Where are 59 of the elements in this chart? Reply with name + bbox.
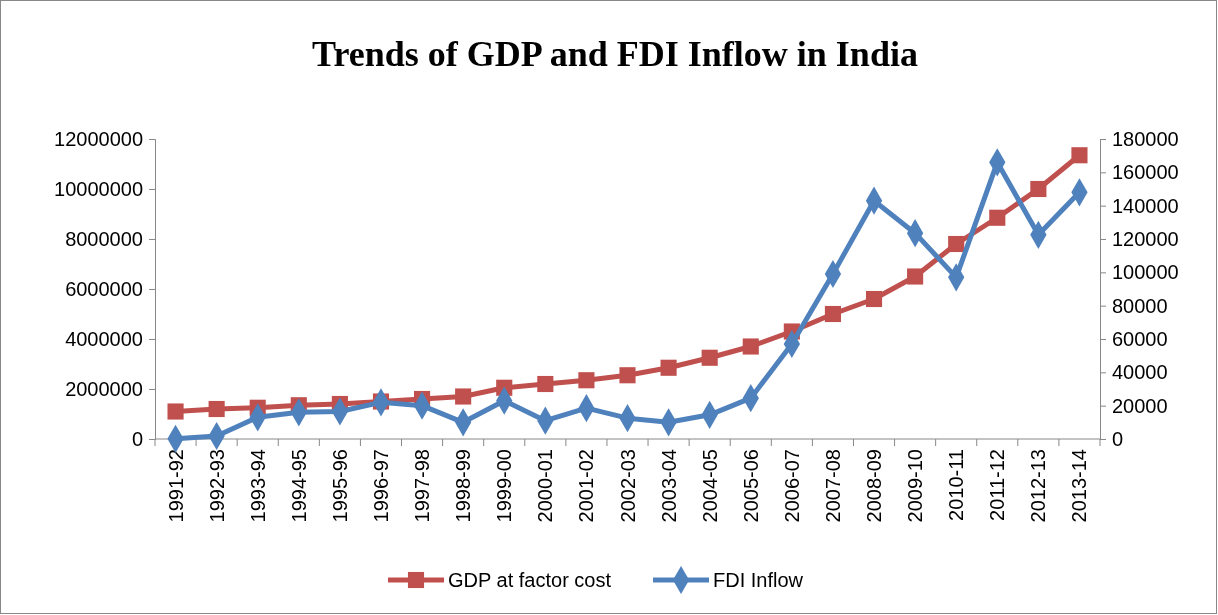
x-tick-label: 2004-05 <box>698 449 721 523</box>
x-tick-label: 2001-02 <box>575 449 598 523</box>
x-tick-label: 1996-97 <box>369 449 392 523</box>
y2-tick-label: 120000 <box>1112 227 1179 250</box>
point <box>865 290 883 308</box>
point <box>455 388 472 405</box>
x-tick-label: 2003-04 <box>657 449 680 523</box>
y2-tick-label: 60000 <box>1112 327 1168 350</box>
point <box>537 375 554 393</box>
y2-tick-label: 80000 <box>1112 294 1168 317</box>
point <box>989 209 1006 226</box>
point <box>619 367 636 384</box>
point <box>1071 147 1088 164</box>
legend-label: FDI Inflow <box>713 569 804 591</box>
y-tick-label: 10000000 <box>54 177 143 200</box>
y-tick-label: 2000000 <box>65 377 143 400</box>
point <box>907 268 924 285</box>
x-tick-label: 1995-96 <box>328 449 351 523</box>
y-tick-label: 8000000 <box>65 227 143 250</box>
point <box>578 372 595 389</box>
y2-tick-label: 140000 <box>1112 194 1179 217</box>
point <box>824 305 841 323</box>
x-tick-label: 2005-06 <box>739 449 762 523</box>
x-tick-label: 1994-95 <box>287 449 310 523</box>
x-tick-label: 1992-93 <box>205 449 228 523</box>
legend-label: GDP at factor cost <box>448 569 612 591</box>
point <box>660 359 677 376</box>
point <box>208 400 225 418</box>
point <box>948 235 965 253</box>
y-tick-label: 4000000 <box>65 327 143 350</box>
point <box>701 349 718 366</box>
y-tick-label: 6000000 <box>65 277 143 300</box>
chart-title: Trends of GDP and FDI Inflow in India <box>312 34 918 74</box>
x-tick-label: 1993-94 <box>246 449 269 523</box>
point <box>742 338 759 355</box>
x-tick-label: 2013-14 <box>1068 449 1091 523</box>
x-tick-label: 2009-10 <box>904 449 927 523</box>
x-tick-label: 2007-08 <box>821 449 844 523</box>
y2-tick-label: 100000 <box>1112 261 1179 284</box>
x-tick-label: 1997-98 <box>411 449 434 523</box>
x-tick-label: 1998-99 <box>452 449 475 523</box>
y2-tick-label: 20000 <box>1112 394 1168 417</box>
x-tick-label: 2008-09 <box>863 449 886 523</box>
y2-tick-label: 40000 <box>1112 361 1168 384</box>
x-tick-label: 2010-11 <box>945 449 968 521</box>
y2-tick-label: 180000 <box>1112 127 1179 150</box>
x-tick-label: 2006-07 <box>780 449 803 523</box>
y-tick-label: 12000000 <box>54 127 143 150</box>
point <box>167 403 184 420</box>
x-tick-label: 2000-01 <box>534 449 557 523</box>
x-tick-label: 2012-13 <box>1027 449 1050 523</box>
x-tick-label: 2011-12 <box>986 449 1009 521</box>
y2-tick-label: 0 <box>1112 427 1124 450</box>
x-tick-label: 1999-00 <box>493 449 516 523</box>
y2-tick-label: 160000 <box>1112 161 1179 184</box>
x-tick-label: 2002-03 <box>616 449 639 523</box>
point <box>1030 180 1047 198</box>
y-tick-label: 0 <box>131 427 143 450</box>
x-tick-label: 1991-92 <box>164 449 187 523</box>
